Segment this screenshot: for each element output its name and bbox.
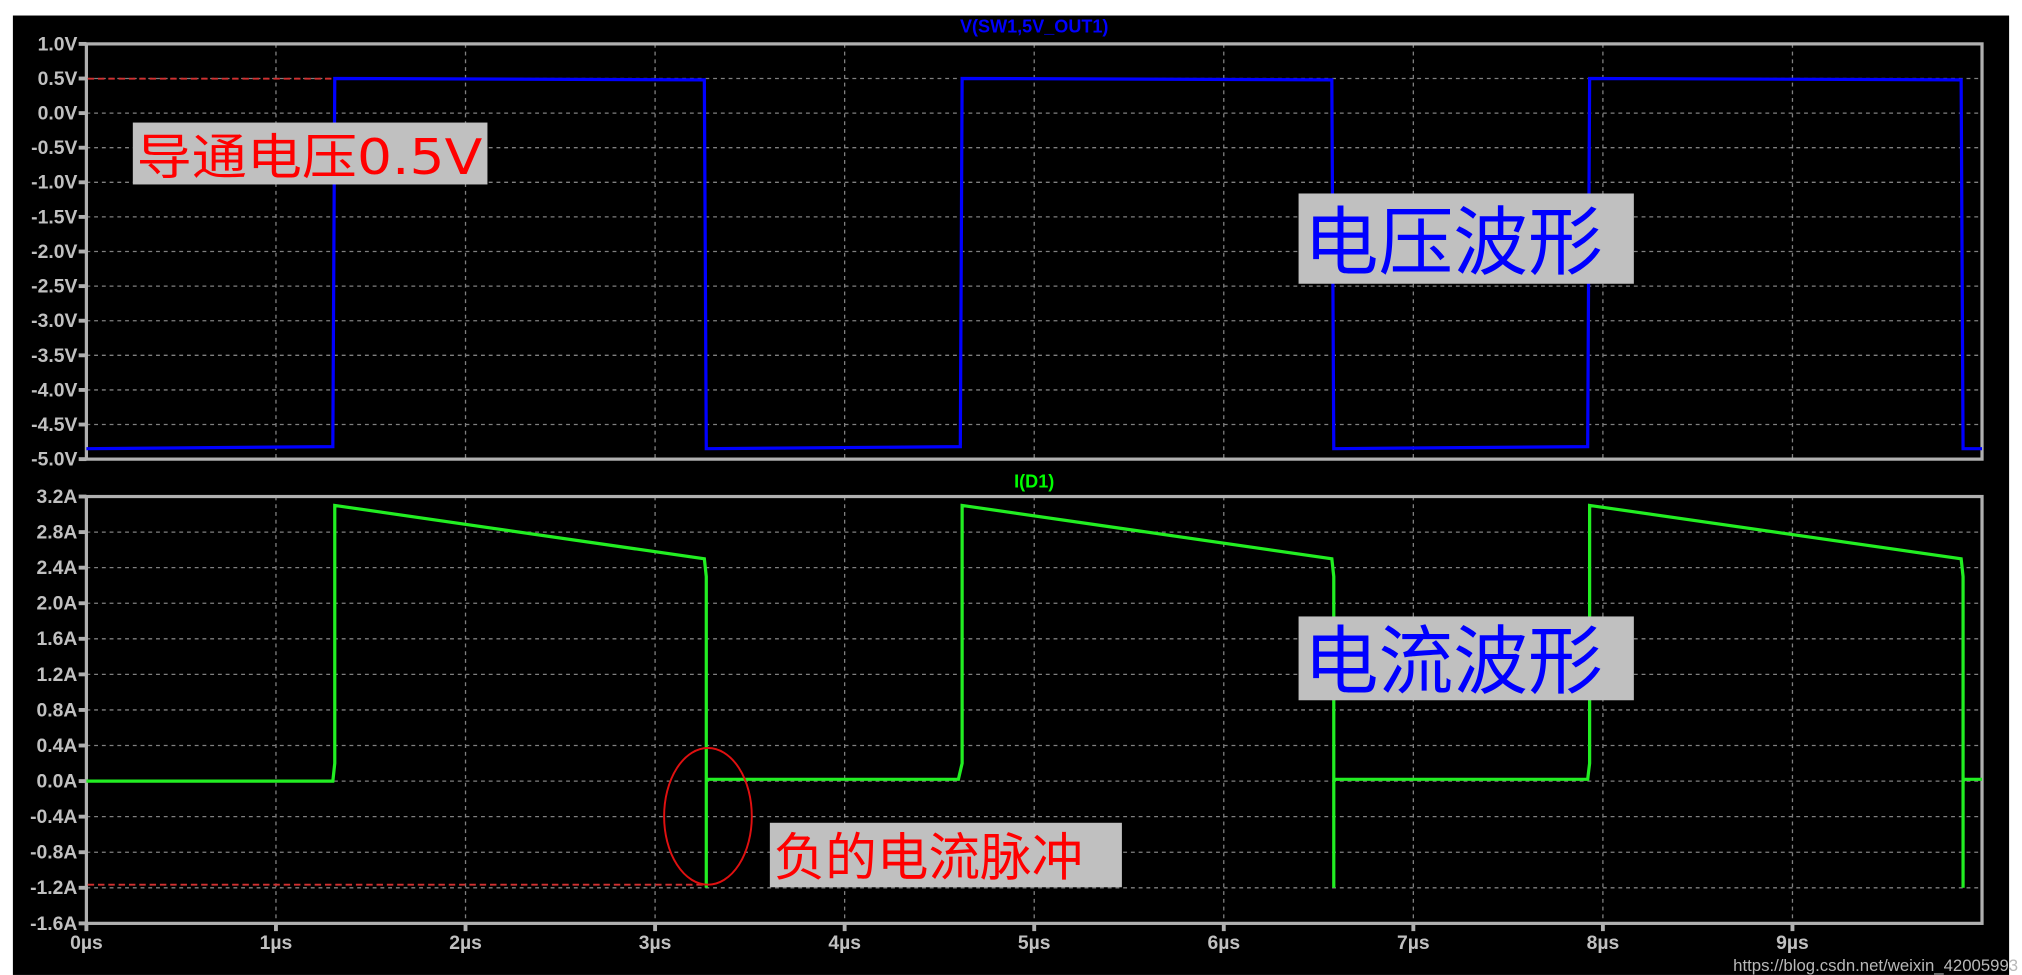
y-tick-label: -2.5V [31,276,77,298]
y-tick-label: -0.4A [30,806,77,828]
panel-title: I(D1) [1014,471,1054,491]
y-tick-label: 0.4A [37,735,78,757]
y-tick-label: -5.0V [31,449,77,471]
x-tick-label: 3µs [639,932,672,954]
y-tick-label: -3.5V [31,345,77,367]
y-tick-label: 1.2A [37,664,78,686]
panel-title: V(SW1,5V_OUT1) [960,16,1108,36]
annotation-voltage-waveform: 电压波形 [1298,193,1634,286]
annotation-conduction-voltage: 导通电压0.5V [87,77,488,186]
y-tick-label: 2.0A [37,593,78,615]
x-tick-label: 6µs [1207,932,1240,954]
negative-pulse-ellipse [663,747,753,886]
x-tick-label: 5µs [1018,932,1051,954]
y-tick-label: -1.6A [30,913,77,935]
y-tick-label: 2.8A [37,522,78,544]
y-tick-label: 0.5V [38,68,78,90]
y-tick-label: -3.0V [31,310,77,332]
panel-current: 3.2A 2.8A 2.4A 2.0A 1.6A 1.2A 0.8A 0.4A 0.0A -0.4… [30,471,1984,954]
series-line [86,503,1983,888]
watermark: https://blog.csdn.net/weixin_42005993 [1733,956,2018,975]
y-tick-label: 0.0V [38,103,78,125]
annotation-box [132,122,488,185]
x-tick-label: 0µs [70,932,103,954]
x-tick-label: 2µs [449,932,482,954]
y-tick-label: 2.4A [37,557,78,579]
y-tick-label: -1.0V [31,172,77,194]
annotation-text: 电流波形 [1304,618,1603,705]
plot-frame [84,42,1984,461]
y-tick-label: -1.2A [30,877,77,899]
y-tick-label: 0.8A [37,699,78,721]
y-tick-label: -4.0V [31,379,77,401]
y-tick-label: 1.0V [38,33,78,55]
y-tick-label: 1.6A [37,628,78,650]
y-tick-label: -0.8A [30,842,77,864]
annotation-box [769,822,1122,888]
annotation-box [1298,616,1634,701]
annotation-negative-pulse: 负的电流脉冲 [87,747,1122,889]
annotation-text: 导通电压0.5V [137,129,483,186]
annotation-text: 电压波形 [1304,199,1603,286]
x-tick-label: 7µs [1397,932,1430,954]
x-tick-label: 4µs [828,932,861,954]
x-tick-label: 8µs [1587,932,1620,954]
x-tick-label: 9µs [1776,932,1809,954]
annotation-text: 负的电流脉冲 [774,829,1083,889]
y-tick-label: -2.0V [31,241,77,263]
panel-voltage: 1.0V 0.5V 0.0V -0.5V -1.0V -1.5V -2.0V -2.5V -3.… [31,16,1984,471]
plot-frame [84,494,1984,925]
annotation-box [1298,193,1634,284]
x-tick-label: 1µs [260,932,293,954]
y-tick-label: -0.5V [31,137,77,159]
y-tick-label: 3.2A [37,486,78,508]
y-tick-label: 0.0A [37,771,78,793]
series-line [86,76,1983,451]
y-tick-label: -1.5V [31,206,77,228]
annotation-current-waveform: 电流波形 [1298,616,1634,705]
y-tick-label: -4.5V [31,414,77,436]
